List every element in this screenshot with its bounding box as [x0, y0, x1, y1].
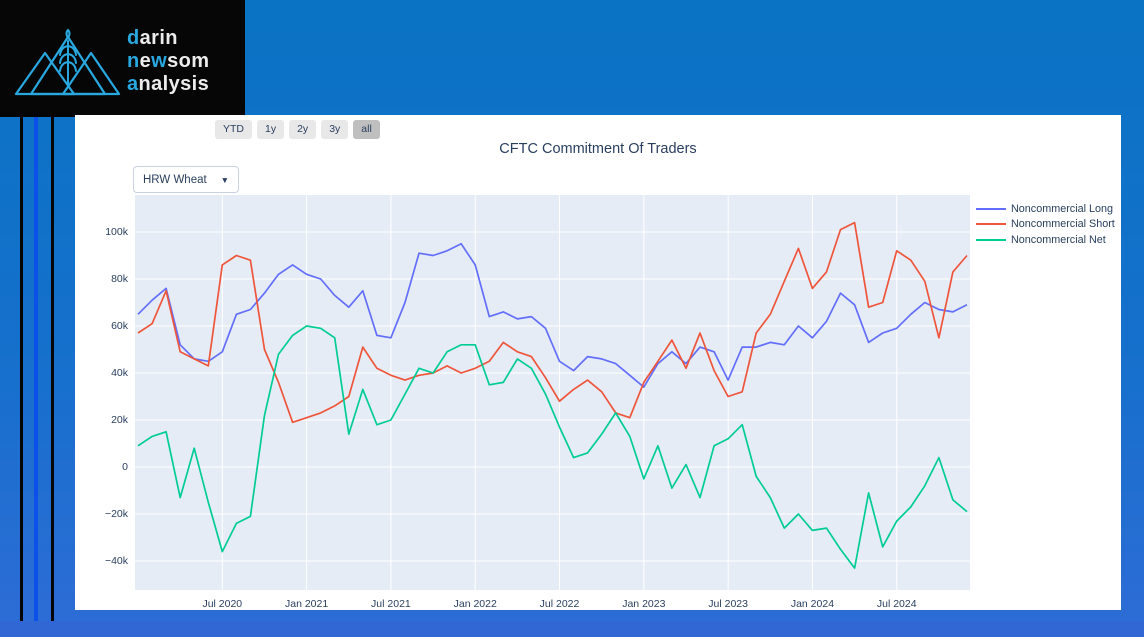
logo-text-line: analysis: [127, 73, 210, 95]
y-tick-label: −40k: [104, 555, 128, 567]
bottom-band: [0, 621, 1144, 637]
x-tick-label: Jul 2020: [202, 598, 243, 610]
legend-item-noncommercial-long[interactable]: Noncommercial Long: [976, 201, 1115, 217]
plot-canvas: [135, 195, 970, 590]
chart-title: CFTC Commitment Of Traders: [499, 141, 697, 157]
y-tick-label: 80k: [111, 273, 128, 285]
x-tick-label: Jan 2023: [622, 598, 666, 610]
series-line-noncommercial-net: [137, 325, 968, 569]
x-tick-label: Jul 2021: [371, 598, 411, 610]
logo-text-line: darin: [127, 27, 178, 49]
mountains-wheat-icon: [14, 28, 121, 96]
plot-area[interactable]: [135, 195, 970, 590]
range-selector: YTD 1y 2y 3y all: [215, 120, 380, 139]
logo-wordmark: darin newsom analysis: [127, 27, 209, 96]
x-tick-label: Jan 2022: [453, 598, 497, 610]
series-line-noncommercial-long: [137, 242, 968, 388]
y-tick-label: 0: [122, 461, 128, 473]
range-button-1y[interactable]: 1y: [257, 120, 285, 139]
legend-line-swatch: [976, 238, 1006, 241]
commodity-dropdown[interactable]: HRW Wheat ▼: [133, 166, 239, 193]
x-tick-label: Jul 2024: [876, 598, 917, 610]
y-tick-label: 100k: [105, 226, 128, 238]
x-tick-label: Jul 2022: [539, 598, 580, 610]
chevron-down-icon: ▼: [220, 174, 229, 185]
legend-label: Noncommercial Long: [1011, 202, 1114, 215]
range-button-all[interactable]: all: [353, 120, 380, 139]
x-tick-label: Jan 2021: [285, 598, 329, 610]
y-tick-label: 40k: [111, 367, 128, 379]
left-stripe-blue: [34, 0, 38, 621]
y-tick-label: 60k: [111, 320, 128, 332]
y-tick-label: −20k: [104, 508, 128, 520]
legend-item-noncommercial-net[interactable]: Noncommercial Net: [976, 232, 1115, 248]
legend-label: Noncommercial Short: [1011, 218, 1115, 231]
logo-text-line: newsom: [127, 50, 210, 72]
legend: Noncommercial Long Noncommercial Short Non…: [976, 201, 1115, 248]
x-tick-label: Jul 2023: [708, 598, 748, 610]
legend-item-noncommercial-short[interactable]: Noncommercial Short: [976, 217, 1115, 233]
range-button-ytd[interactable]: YTD: [215, 120, 252, 139]
range-button-3y[interactable]: 3y: [321, 120, 349, 139]
x-tick-label: Jan 2024: [790, 598, 835, 610]
left-stripe-black-1: [20, 0, 23, 621]
legend-line-swatch: [976, 223, 1006, 226]
commodity-dropdown-value: HRW Wheat: [143, 173, 207, 186]
legend-label: Noncommercial Net: [1011, 233, 1106, 246]
legend-line-swatch: [976, 207, 1006, 210]
left-stripe-black-2: [51, 0, 54, 621]
logo: darin newsom analysis: [0, 0, 245, 117]
range-button-2y[interactable]: 2y: [289, 120, 317, 139]
series-line-noncommercial-short: [137, 221, 968, 424]
y-tick-label: 20k: [111, 414, 128, 426]
chart-card: YTD 1y 2y 3y all CFTC Commitment Of Traders …: [75, 115, 1121, 610]
